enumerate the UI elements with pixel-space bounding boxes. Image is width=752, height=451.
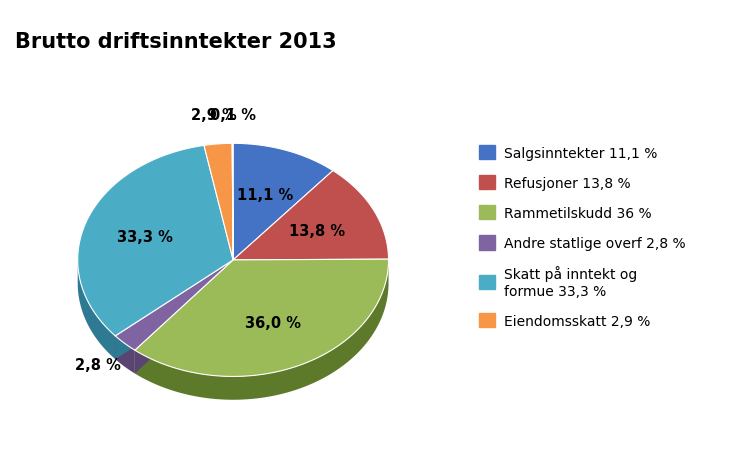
Text: 36,0 %: 36,0 %	[245, 316, 302, 331]
Text: 0,1 %: 0,1 %	[210, 107, 256, 122]
Polygon shape	[135, 260, 233, 373]
Polygon shape	[77, 261, 115, 359]
Text: Brutto driftsinntekter 2013: Brutto driftsinntekter 2013	[15, 32, 337, 51]
Polygon shape	[135, 260, 233, 373]
Polygon shape	[135, 260, 389, 377]
Polygon shape	[115, 260, 233, 350]
Polygon shape	[115, 260, 233, 359]
Text: 11,1 %: 11,1 %	[237, 187, 293, 202]
Text: 33,3 %: 33,3 %	[117, 230, 173, 245]
Polygon shape	[135, 261, 389, 400]
Polygon shape	[115, 260, 233, 359]
Polygon shape	[233, 171, 389, 260]
Polygon shape	[232, 144, 233, 260]
Legend: Salgsinntekter 11,1 %, Refusjoner 13,8 %, Rammetilskudd 36 %, Andre statlige ove: Salgsinntekter 11,1 %, Refusjoner 13,8 %…	[473, 140, 691, 333]
Polygon shape	[115, 336, 135, 373]
Polygon shape	[204, 144, 233, 260]
Text: 2,9 %: 2,9 %	[191, 108, 237, 123]
Text: 2,8 %: 2,8 %	[74, 357, 120, 372]
Polygon shape	[233, 144, 333, 260]
Text: 13,8 %: 13,8 %	[290, 223, 346, 238]
Polygon shape	[77, 146, 233, 336]
